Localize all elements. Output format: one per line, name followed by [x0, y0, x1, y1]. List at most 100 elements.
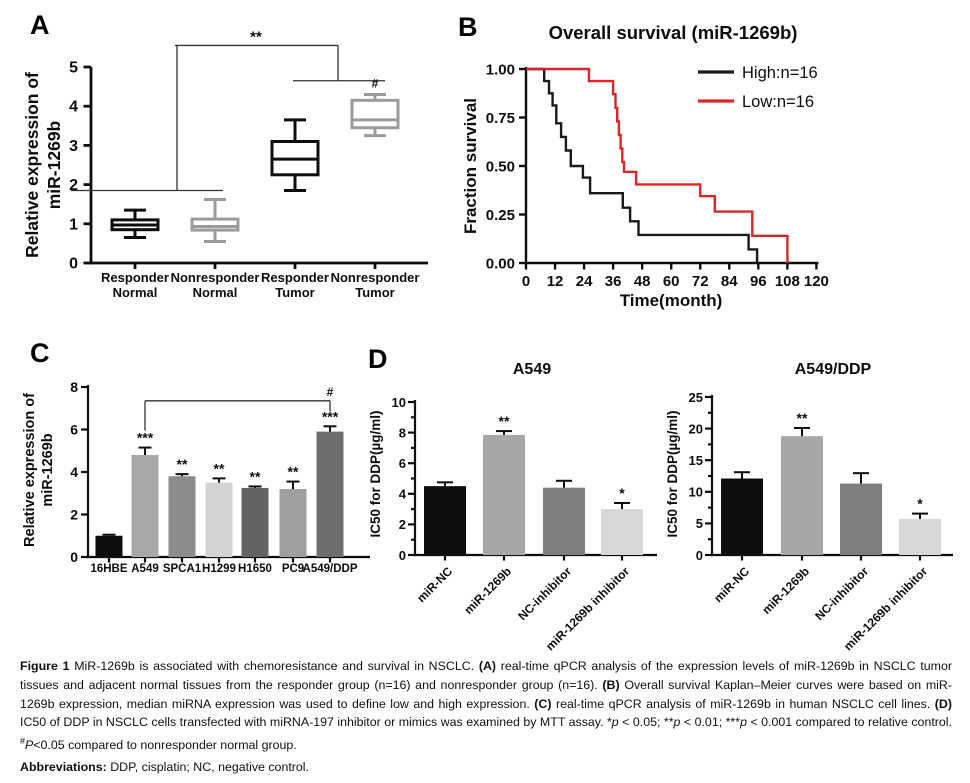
- category-label: Normal: [193, 285, 238, 300]
- y-axis-label: Fraction survival: [461, 98, 480, 234]
- y-axis-label: IC50 for DDP(µg/ml): [368, 410, 383, 537]
- caption-text: Figure 1 MiR-1269b is associated with ch…: [20, 657, 952, 755]
- caption-segment: < 0.01; ***: [680, 715, 741, 730]
- hash-label: #: [327, 385, 334, 399]
- sig-label: ***: [322, 408, 339, 424]
- bar-miR-NC: [721, 478, 763, 555]
- x-tick-label: 36: [605, 273, 622, 290]
- category-label: A549: [131, 563, 159, 575]
- bar-H1650: [241, 487, 269, 557]
- category-label: Responder: [101, 270, 169, 285]
- y-tick-label: 5: [69, 60, 78, 77]
- y-tick-label: 0: [696, 548, 703, 563]
- y-tick-label: 10: [392, 395, 406, 410]
- y-tick-label: 10: [689, 485, 703, 500]
- y-tick-label: 0.25: [486, 207, 515, 224]
- chart-title: Overall survival (miR-1269b): [549, 22, 798, 43]
- category-label: NC-inhibitor: [515, 564, 574, 623]
- x-tick-label: 120: [804, 273, 829, 290]
- y-tick-label: 3: [69, 138, 78, 155]
- box: [350, 98, 400, 130]
- category-label: Normal: [113, 285, 158, 300]
- panel-label-d: D: [368, 344, 388, 374]
- box-Nonresponder-Tumor: [350, 92, 400, 138]
- bar-NC-inhibitor: [543, 487, 585, 555]
- category-label: Tumor: [355, 285, 394, 300]
- panel-a-boxplot-chart: 012345ResponderNormalNonresponderNormalR…: [22, 28, 428, 300]
- category-label: 16HBE: [90, 563, 127, 575]
- category-label: H1650: [238, 563, 272, 575]
- box: [190, 217, 240, 232]
- panel-d-a549ddp-bar-chart: A549/DDP 0 5 10 15 20 25 IC50 for DDP(µg/ml) miR…: [665, 361, 953, 653]
- panel-label-a: A: [30, 10, 50, 40]
- box-Responder-Normal: [110, 208, 160, 240]
- sig-label: **: [214, 460, 225, 476]
- km-curve-low: [526, 67, 789, 263]
- figure-caption: Figure 1 MiR-1269b is associated with ch…: [20, 657, 952, 780]
- caption-segment: p: [740, 715, 747, 730]
- significance-bracket: **: [71, 28, 385, 192]
- caption-segment: #: [20, 736, 26, 747]
- x-tick-label: 108: [775, 273, 800, 290]
- caption-segment: (A): [478, 659, 497, 673]
- caption-segment: (D): [934, 696, 952, 711]
- y-tick-label: 6: [70, 421, 78, 437]
- y-tick-label: 0: [70, 549, 78, 565]
- panel-d-a549-bar-chart: A549 0 2 4 6 8 10 IC50 for DDP(µg/ml) miR-NC ** mi…: [368, 361, 657, 653]
- y-axis-label: miR-1269b: [40, 433, 56, 506]
- category-label: miR-NC: [414, 564, 455, 605]
- category-label: H1299: [202, 563, 236, 575]
- y-axis-label: IC50 for DDP(µg/ml): [665, 410, 680, 537]
- bar-miR-1269b: [781, 436, 823, 555]
- caption-segment: real-time qPCR analysis of the expressio…: [20, 659, 953, 692]
- caption-segment: IC50 of DDP in NSCLC cells transfected w…: [20, 715, 612, 730]
- y-tick-label: 0.75: [486, 110, 515, 127]
- category-label: NC-inhibitor: [812, 564, 871, 623]
- caption-segment: Overall survival Kaplan–Meier curves wer…: [20, 677, 952, 711]
- chart-title: A549: [513, 361, 551, 378]
- x-tick-label: 60: [663, 273, 680, 290]
- category-label: PC9: [282, 563, 304, 575]
- y-tick-label: 4: [69, 99, 78, 116]
- legend-label: High:n=16: [742, 64, 818, 82]
- x-tick-label: 84: [721, 273, 738, 290]
- x-tick-label: 72: [692, 273, 709, 290]
- category-label: Tumor: [275, 285, 314, 300]
- sig-label: **: [499, 413, 510, 429]
- bar-miR-1269b inhibitor: [601, 509, 643, 555]
- y-axis-label: miR-1269b: [44, 121, 64, 210]
- category-label: miR-NC: [711, 564, 752, 605]
- category-label: Nonresponder: [171, 270, 260, 285]
- sig-label: **: [797, 410, 808, 426]
- sig-label: ***: [137, 430, 154, 446]
- y-axis-label: Relative expression of: [22, 72, 42, 258]
- panel-label-c: C: [30, 338, 50, 368]
- hash-label: #: [372, 76, 379, 90]
- panel-b-survival-curve-chart: Overall survival (miR-1269b) 1.00 0.75 0.50…: [461, 22, 829, 310]
- bar-SPCA1: [168, 476, 196, 557]
- chart-title: A549/DDP: [795, 361, 872, 378]
- y-tick-label: 1: [69, 216, 78, 233]
- y-tick-label: 0.00: [486, 256, 515, 273]
- caption-segment: MiR-1269b is associated with chemoresist…: [74, 659, 479, 673]
- bar-NC-inhibitor: [840, 483, 882, 555]
- y-tick-label: 8: [70, 379, 78, 395]
- caption-segment: DDP, cisplatin; NC, negative control.: [106, 760, 309, 775]
- y-tick-label: 0: [399, 548, 406, 563]
- y-tick-label: 1.00: [486, 62, 515, 79]
- caption-segment: <0.05 compared to nonresponder normal gr…: [33, 738, 297, 753]
- y-tick-label: 2: [70, 506, 78, 522]
- category-label: miR-1269b: [461, 564, 514, 617]
- panel-label-b: B: [458, 12, 478, 42]
- y-tick-label: 20: [689, 421, 703, 436]
- x-tick-label: 12: [547, 273, 564, 290]
- sig-label: **: [250, 468, 261, 484]
- sig-label: **: [250, 28, 262, 45]
- caption-segment: p: [673, 715, 681, 730]
- bar-miR-1269b inhibitor: [899, 518, 941, 555]
- sig-label: **: [177, 456, 188, 472]
- category-label: Responder: [261, 270, 329, 285]
- bar-A549/DDP: [316, 431, 344, 557]
- y-tick-label: 0: [69, 256, 78, 273]
